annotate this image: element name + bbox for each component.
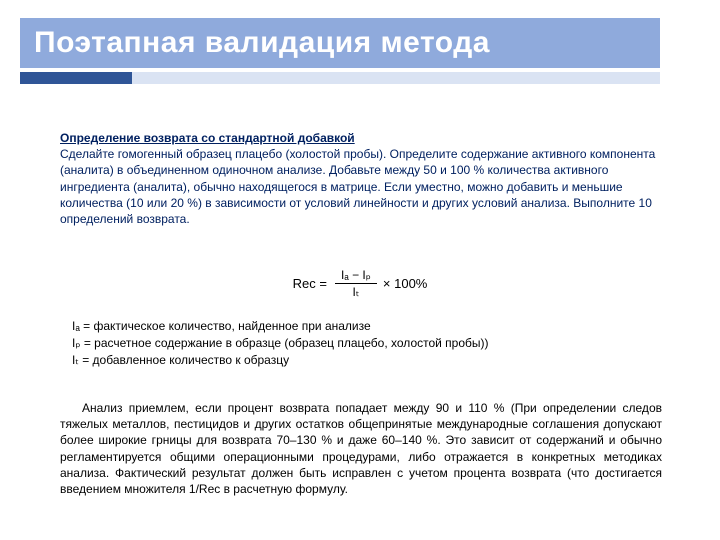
section-heading: Определение возврата со стандартной доба…: [60, 131, 355, 145]
legend-txt-1: = фактическое количество, найденное при …: [80, 319, 371, 333]
legend-line-1: Iₐ = фактическое количество, найденное п…: [72, 318, 662, 335]
legend-sym-1: Iₐ: [72, 319, 80, 333]
legend: Iₐ = фактическое количество, найденное п…: [72, 318, 662, 368]
accent-strip-dark: [20, 72, 132, 84]
section-body: Сделайте гомогенный образец плацебо (хол…: [60, 147, 655, 226]
legend-txt-3: = добавленное количество к образцу: [79, 353, 289, 367]
formula-fraction: Iₐ − Iₚ Iₜ: [335, 268, 377, 299]
accent-strip: [20, 72, 660, 84]
paragraph-conclusion: Анализ приемлем, если процент возврата п…: [60, 400, 662, 497]
title-bar: Поэтапная валидация метода: [20, 18, 660, 68]
formula-tail: × 100%: [383, 276, 427, 291]
formula-lhs: Rec =: [293, 276, 327, 291]
formula: Rec = Iₐ − Iₚ Iₜ × 100%: [0, 268, 720, 299]
legend-line-2: Iₚ = расчетное содержание в образце (обр…: [72, 335, 662, 352]
slide-title: Поэтапная валидация метода: [34, 26, 490, 60]
formula-denominator: Iₜ: [346, 284, 365, 299]
legend-line-3: Iₜ = добавленное количество к образцу: [72, 352, 662, 369]
legend-txt-2: = расчетное содержание в образце (образе…: [80, 336, 488, 350]
formula-numerator: Iₐ − Iₚ: [335, 268, 377, 284]
body-block: Определение возврата со стандартной доба…: [60, 130, 660, 227]
legend-sym-3: Iₜ: [72, 353, 79, 367]
slide: Поэтапная валидация метода Определение в…: [0, 0, 720, 540]
